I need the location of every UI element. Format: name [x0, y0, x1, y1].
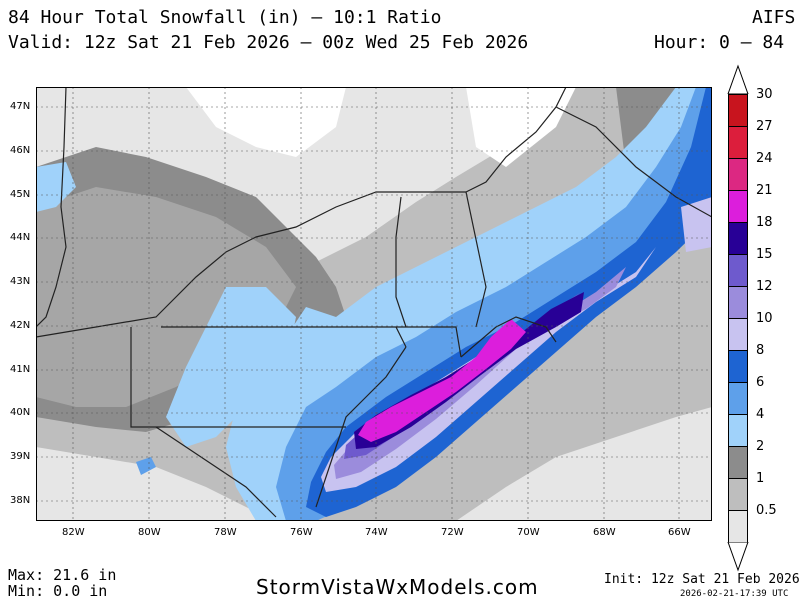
- min-value: Min: 0.0 in: [8, 582, 108, 600]
- scale-label: 24: [756, 151, 773, 166]
- lon-label: 68W: [593, 527, 616, 538]
- scale-swatch: [728, 478, 748, 510]
- scale-swatch: [728, 222, 748, 254]
- graticule: [36, 87, 712, 521]
- lon-label: 70W: [517, 527, 540, 538]
- color-scale: 30 27 24 21 18 15 12 10 8 6 4 2 1 0.5: [718, 64, 798, 574]
- lon-label: 80W: [138, 527, 161, 538]
- map-title: 84 Hour Total Snowfall (in) – 10:1 Ratio: [8, 7, 442, 28]
- scale-swatch: [728, 190, 748, 222]
- scale-swatch: [728, 510, 748, 542]
- lon-label: 72W: [441, 527, 464, 538]
- lat-label: 46N: [10, 145, 31, 156]
- scale-label: 1: [756, 471, 765, 486]
- scale-swatch: [728, 126, 748, 158]
- scale-label: 21: [756, 183, 773, 198]
- scale-label: 4: [756, 407, 765, 422]
- snow-shade-6-spot: [136, 457, 156, 475]
- lat-label: 38N: [10, 495, 31, 506]
- lat-label: 42N: [10, 320, 31, 331]
- site-brand: StormVistaWxModels.com: [256, 575, 539, 599]
- scale-label: 10: [756, 311, 773, 326]
- scale-top-arrow: [727, 64, 749, 94]
- scale-swatch: [728, 94, 748, 126]
- scale-swatch: [728, 350, 748, 382]
- lat-label: 39N: [10, 451, 31, 462]
- scale-label: 12: [756, 279, 773, 294]
- snow-shade-4-canada: [36, 162, 76, 212]
- lon-label: 76W: [290, 527, 313, 538]
- scale-swatch: [728, 382, 748, 414]
- scale-label: 27: [756, 119, 773, 134]
- lon-label: 82W: [62, 527, 85, 538]
- scale-label: 6: [756, 375, 765, 390]
- render-timestamp: 2026-02-21-17:39 UTC: [680, 589, 789, 599]
- lat-label: 47N: [10, 101, 31, 112]
- init-time: Init: 12z Sat 21 Feb 2026: [604, 572, 800, 587]
- model-name: AIFS: [752, 7, 796, 28]
- snow-shade-none: [186, 87, 346, 157]
- scale-swatch: [728, 414, 748, 446]
- scale-label: 18: [756, 215, 773, 230]
- scale-label: 15: [756, 247, 773, 262]
- scale-swatch: [728, 318, 748, 350]
- scale-label: 0.5: [756, 503, 777, 518]
- scale-swatch: [728, 446, 748, 478]
- scale-label: 8: [756, 343, 765, 358]
- max-value: Max: 21.6 in: [8, 566, 117, 584]
- lat-label: 43N: [10, 276, 31, 287]
- snow-shade-21: [358, 319, 526, 442]
- lon-label: 66W: [668, 527, 691, 538]
- valid-time: Valid: 12z Sat 21 Feb 2026 – 00z Wed 25 …: [8, 32, 529, 53]
- lat-label: 41N: [10, 364, 31, 375]
- lat-label: 44N: [10, 232, 31, 243]
- lat-label: 45N: [10, 189, 31, 200]
- scale-bottom-arrow: [727, 542, 749, 572]
- scale-label: 2: [756, 439, 765, 454]
- snow-shade-none-ne: [466, 87, 576, 167]
- lon-label: 74W: [365, 527, 388, 538]
- scale-swatch: [728, 254, 748, 286]
- scale-swatch: [728, 158, 748, 190]
- boundaries: [36, 87, 712, 518]
- lat-label: 40N: [10, 407, 31, 418]
- snow-shade-0.5-offshore: [456, 407, 712, 521]
- snow-shade-0.5-south: [36, 447, 276, 521]
- snow-shade-10-ne: [681, 197, 712, 252]
- lon-label: 78W: [214, 527, 237, 538]
- snowfall-map: [36, 87, 712, 521]
- forecast-hours: Hour: 0 – 84: [654, 32, 785, 53]
- scale-swatch: [728, 286, 748, 318]
- scale-label: 30: [756, 87, 773, 102]
